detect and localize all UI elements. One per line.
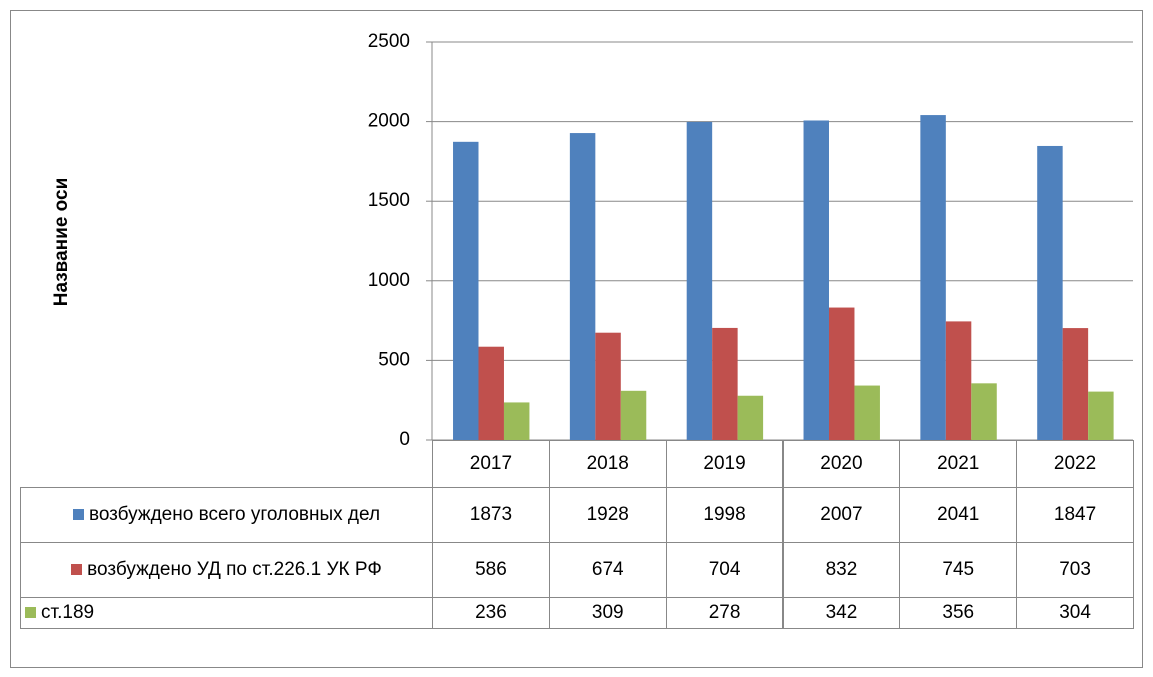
chart-border — [10, 10, 1143, 668]
table-value: 586 — [432, 542, 550, 598]
table-value-text: 1928 — [586, 504, 629, 525]
bar — [737, 395, 764, 440]
table-value-text: 586 — [475, 559, 507, 580]
y-tick-label: 1500 — [368, 190, 410, 211]
bar — [503, 402, 530, 440]
table-value-text: 703 — [1059, 559, 1091, 580]
table-value: 278 — [665, 597, 784, 629]
table-value-text: 1847 — [1053, 504, 1097, 525]
table-value-text: 2007 — [820, 504, 863, 525]
table-value: 1998 — [665, 487, 784, 543]
table-value-text: 278 — [708, 602, 741, 623]
table-value: 309 — [548, 597, 667, 629]
table-value: 704 — [665, 542, 784, 598]
legend-key — [25, 607, 36, 619]
table-header: 2017 — [432, 440, 550, 488]
bar — [453, 141, 479, 440]
table-header: 2022 — [1016, 440, 1134, 488]
table-value: 304 — [1016, 597, 1134, 629]
bar — [945, 321, 972, 440]
legend-label: ст.189 — [41, 602, 95, 623]
y-tick-label: 500 — [378, 349, 410, 370]
table-value: 1928 — [548, 487, 667, 543]
table-value: 236 — [432, 597, 550, 629]
table-header: 2021 — [899, 440, 1018, 488]
bar — [828, 307, 855, 440]
bar — [920, 115, 946, 440]
table-value: 342 — [782, 597, 901, 629]
legend-key — [71, 564, 83, 576]
bar — [1037, 145, 1063, 441]
y-tick-label: 0 — [399, 429, 410, 450]
bar — [803, 120, 829, 441]
bar — [686, 121, 713, 441]
table-value-text: 304 — [1059, 602, 1091, 623]
table-header-text: 2019 — [703, 453, 746, 474]
table-value: 1847 — [1016, 487, 1134, 543]
table-value: 703 — [1016, 542, 1134, 598]
table-header: 2018 — [548, 440, 667, 488]
bar — [1088, 391, 1114, 440]
table-value: 2041 — [899, 487, 1018, 543]
table-value-text: 1998 — [703, 504, 746, 525]
table-value-text: 236 — [475, 602, 507, 623]
legend-cell: возбуждено УД по ст.226.1 УК РФ — [20, 542, 433, 598]
bar — [569, 133, 596, 441]
table-value-text: 356 — [942, 602, 975, 623]
legend-key — [72, 509, 84, 521]
legend-entry: возбуждено УД по ст.226.1 УК РФ — [71, 558, 382, 582]
table-value-text: 745 — [942, 559, 975, 580]
legend-cell: ст.189 — [20, 597, 433, 629]
bar — [1062, 328, 1089, 440]
legend-label: возбуждено всего уголовных дел — [88, 504, 381, 525]
table-value: 2007 — [782, 487, 901, 543]
bar — [478, 346, 504, 440]
table-value: 745 — [899, 542, 1018, 598]
table-value: 1873 — [432, 487, 550, 543]
y-axis-label: Название оси — [51, 178, 72, 307]
legend-label: возбуждено УД по ст.226.1 УК РФ — [87, 559, 382, 580]
table-header-text: 2020 — [820, 453, 863, 474]
table-value-text: 1873 — [469, 504, 513, 525]
table-value-text: 832 — [825, 559, 858, 580]
table-value: 674 — [548, 542, 667, 598]
table-header-text: 2017 — [469, 453, 513, 474]
legend-entry: возбуждено всего уголовных дел — [72, 503, 381, 527]
table-value: 832 — [782, 542, 901, 598]
bar — [971, 383, 997, 440]
table-value-text: 2041 — [937, 504, 980, 525]
table-value: 356 — [899, 597, 1018, 629]
table-header: 2019 — [665, 440, 784, 488]
legend-entry: ст.189 — [25, 601, 94, 625]
table-header-text: 2022 — [1053, 453, 1097, 474]
table-value-text: 704 — [708, 559, 741, 580]
y-tick-label: 2000 — [368, 111, 410, 132]
legend-cell: возбуждено всего уголовных дел — [20, 487, 433, 543]
table-header-text: 2021 — [937, 453, 980, 474]
bar — [595, 332, 621, 440]
bar — [620, 390, 647, 440]
bar — [712, 327, 738, 440]
y-tick-label: 1000 — [368, 270, 410, 291]
table-value-text: 309 — [591, 602, 624, 623]
table-value-text: 342 — [825, 602, 858, 623]
table-header-text: 2018 — [586, 453, 629, 474]
table-value-text: 674 — [591, 559, 624, 580]
y-tick-label: 2500 — [368, 31, 410, 52]
table-header: 2020 — [782, 440, 901, 488]
bar — [854, 385, 880, 440]
